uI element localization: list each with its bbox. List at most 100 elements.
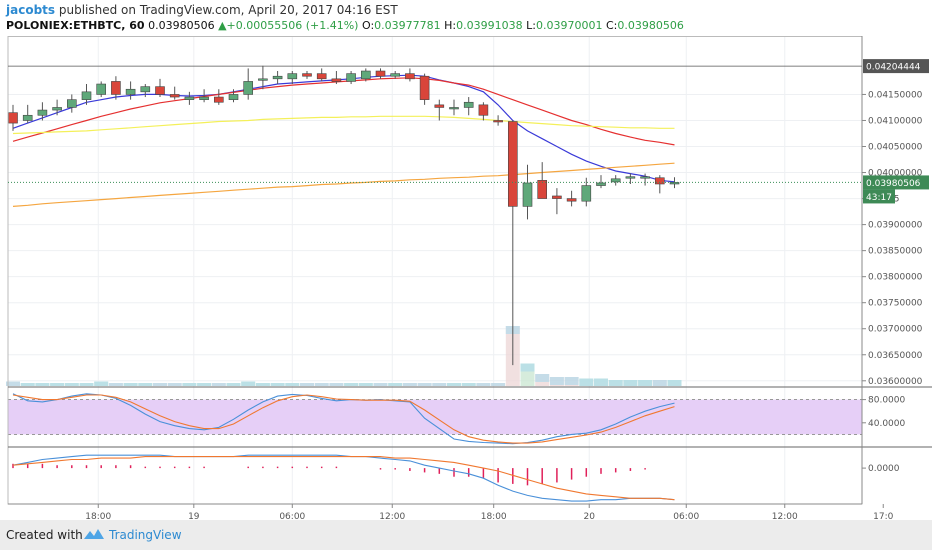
time-tick-label: 20 (584, 512, 596, 520)
price-tick-label: 0.04150000 (868, 90, 923, 100)
moving-average-line (12, 115, 675, 135)
candle-body (331, 78, 342, 82)
price-tick-label: 0.03600000 (868, 377, 923, 387)
low-label: L: (526, 19, 536, 32)
volume-cap (344, 383, 359, 386)
candle-body (125, 88, 136, 95)
price-tick-label: 0.03700000 (868, 325, 923, 335)
created-with-label: Created with (6, 528, 83, 542)
macd-line (12, 456, 675, 501)
time-tick-label: 17:0 (873, 512, 893, 520)
volume-cap (123, 383, 138, 386)
high-price-tag-bg (863, 59, 929, 74)
volume-cap (638, 380, 653, 386)
price-tick-label: 0.04100000 (868, 116, 923, 126)
price-tick-label: 0.03850000 (868, 247, 923, 257)
volume-cap (402, 383, 417, 386)
candle-body (96, 83, 106, 95)
volume-cap (20, 383, 35, 386)
volume-cap (270, 383, 285, 386)
volume-cap (594, 378, 608, 386)
chart-background (0, 36, 932, 520)
candle-body (111, 81, 121, 95)
price-tick-label: 0.03750000 (868, 299, 923, 309)
candle-body (302, 73, 312, 77)
tradingview-brand-link[interactable]: TradingView (109, 528, 182, 542)
publish-line: jacobts published on TradingView.com, Ap… (6, 3, 398, 17)
candle-body (199, 96, 209, 100)
volume-cap (417, 383, 432, 386)
volume-cap (108, 383, 123, 386)
volume-cap (549, 377, 564, 385)
current-price-tag: 0.03980506 (866, 179, 921, 189)
volume-cap (652, 380, 667, 386)
price-tick-label: 0.03800000 (868, 273, 923, 283)
candle-body (37, 109, 48, 116)
volume-cap (608, 380, 623, 386)
candle-body (625, 176, 636, 179)
candle-body (22, 114, 33, 121)
candle-body (81, 91, 92, 100)
volume-cap (6, 381, 20, 386)
candle-body (463, 101, 474, 108)
chart-header: jacobts published on TradingView.com, Ap… (0, 0, 932, 36)
candle-body (478, 104, 489, 116)
price-chart[interactable]: 0.04150000 0.04100000 0.04050000 0.04000000… (0, 36, 932, 520)
volume-cap (461, 383, 476, 386)
volume-cap (153, 383, 167, 386)
stoch-line (12, 393, 675, 445)
volume-cap (35, 383, 50, 386)
candle-body (316, 73, 327, 80)
time-tick-label: 06:00 (673, 512, 699, 520)
candle-body (184, 96, 195, 100)
volume-cap (255, 383, 270, 386)
price-change: +0.00055506 (+1.41%) (226, 19, 359, 32)
price-tick-label: 0.04000000 (868, 169, 923, 179)
candle-body (434, 104, 445, 108)
last-price: 0.03980506 (148, 19, 215, 32)
candle-body (375, 70, 386, 77)
volume-cap (358, 383, 373, 386)
volume-cap (285, 383, 300, 386)
close-value: 0.03980506 (617, 19, 684, 32)
candle-body (654, 177, 665, 185)
price-tick-label: 0.04050000 (868, 143, 923, 153)
volume-cap (182, 383, 197, 386)
volume-cap (167, 383, 182, 386)
volume-cap (579, 378, 594, 386)
time-tick-label: 12:00 (379, 512, 405, 520)
candle-body (243, 81, 253, 95)
high-value: 0.03991038 (456, 19, 523, 32)
moving-average-line (12, 162, 675, 207)
macd-line (12, 454, 675, 502)
symbol-label: POLONIEX:ETHBTC, 60 (6, 19, 145, 32)
candle-body (552, 195, 562, 199)
candle-body (287, 73, 298, 80)
stoch-rsi-lines (12, 393, 675, 445)
time-tick-label: 19 (188, 512, 200, 520)
candle-body (140, 86, 151, 93)
candle-body (596, 182, 606, 186)
volume-cap (64, 383, 79, 386)
candle-body (405, 73, 415, 80)
macd-panel (12, 454, 675, 502)
volume-cap (520, 363, 535, 372)
time-tick-label: 06:00 (279, 512, 305, 520)
price-labels: 0.04204444 0.03980506 43:17 (8, 59, 929, 204)
candle-body (449, 107, 459, 110)
high-label: H: (444, 19, 457, 32)
tradingview-logo-icon[interactable] (82, 526, 106, 546)
author-link[interactable]: jacobts (6, 3, 56, 17)
volume-cap (667, 380, 682, 386)
candle-body (272, 75, 283, 80)
up-arrow-icon: ▲ (218, 19, 227, 32)
volume-cap (564, 377, 579, 385)
candle-body (610, 178, 621, 183)
time-tick-label: 12:00 (772, 512, 798, 520)
low-value: 0.03970001 (535, 19, 603, 32)
candle-body (214, 96, 224, 103)
published-text: published on TradingView.com, April 20, … (58, 3, 398, 17)
candle-body (537, 180, 548, 199)
stoch-tick-label: 80.0000 (868, 396, 905, 406)
volume-cap (623, 380, 638, 386)
